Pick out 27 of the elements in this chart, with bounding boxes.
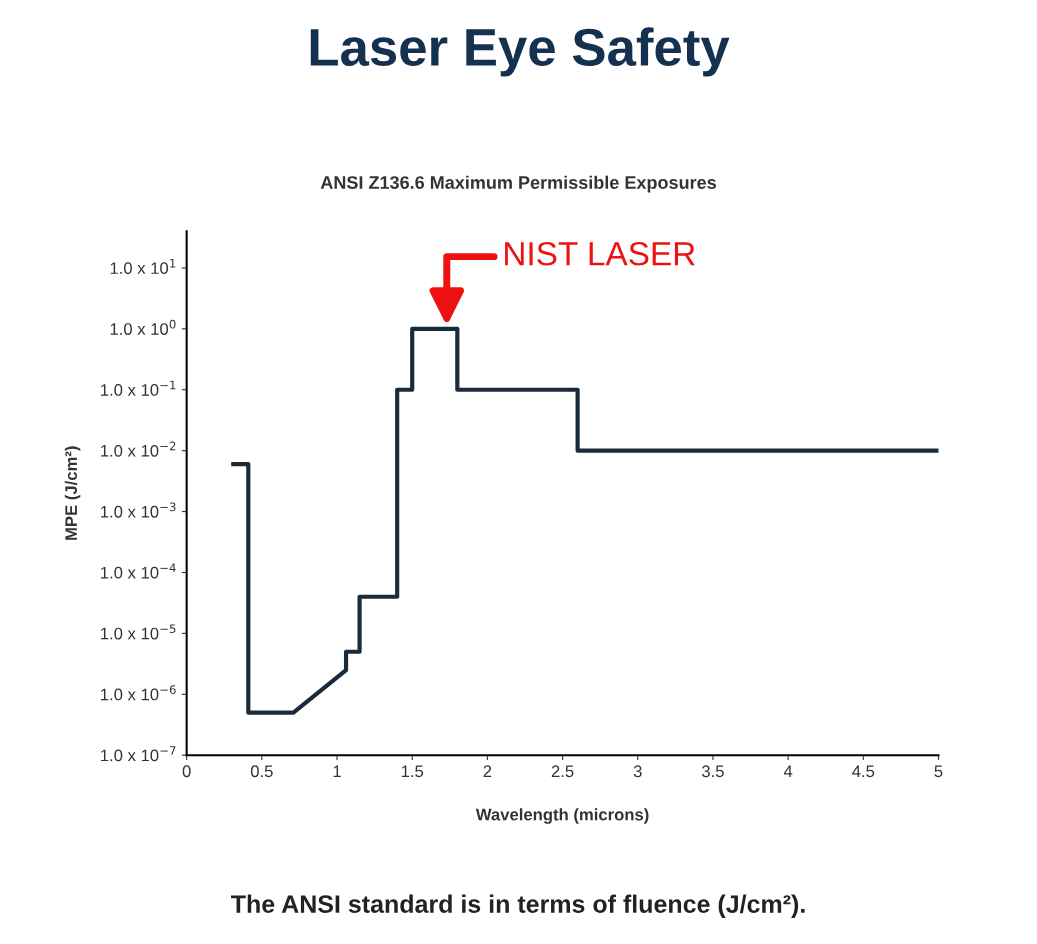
text: The ANSI standard is in terms of fluence (J/cm²). xyxy=(231,894,805,918)
y-tick-label: 1.0 x 10$^{0}$ xyxy=(110,319,176,335)
x-tick-label: 0.5 xyxy=(250,765,273,778)
x-tick-label: 2.5 xyxy=(551,765,574,778)
x-tick-label: 2 xyxy=(483,765,492,777)
annotation: NIST LASER xyxy=(505,241,695,266)
y-axis-title: MPE (J/cm²) xyxy=(64,446,81,540)
x-tick-label: 1 xyxy=(333,765,341,777)
y-tick-label: 1.0 x 10$^{−2}$ xyxy=(101,441,176,457)
line-series xyxy=(231,326,939,715)
chart-subtitle: ANSI Z136.6 Maximum Permissible Exposures xyxy=(320,175,716,193)
x-tick-label: 4.5 xyxy=(852,765,875,778)
y-tick-label: 1.0 x 10$^{−4}$ xyxy=(101,563,176,579)
y-tick-label: 1.0 x 10$^{1}$ xyxy=(110,258,176,275)
y-tick-label: 1.0 x 10$^{−3}$ xyxy=(101,502,176,518)
chart-title: Laser Eye Safety xyxy=(310,27,730,77)
x-tick-label: 1.5 xyxy=(401,765,424,778)
x-tick-label: 0 xyxy=(182,765,191,778)
y-tick-label: 1.0 x 10$^{−1}$ xyxy=(101,380,176,396)
x-axis-title: Wavelength (microns) xyxy=(475,808,649,824)
y-tick-label: 1.0 x 10$^{−7}$ xyxy=(101,746,176,762)
x-tick-label: 4 xyxy=(783,765,793,777)
y-tick-label: 1.0 x 10$^{−6}$ xyxy=(101,685,176,701)
x-tick-label: 3.5 xyxy=(701,765,724,778)
y-tick-label: 1.0 x 10$^{−5}$ xyxy=(101,624,176,640)
x-tick-label: 5 xyxy=(934,765,943,778)
x-tick-label: 3 xyxy=(633,765,642,778)
